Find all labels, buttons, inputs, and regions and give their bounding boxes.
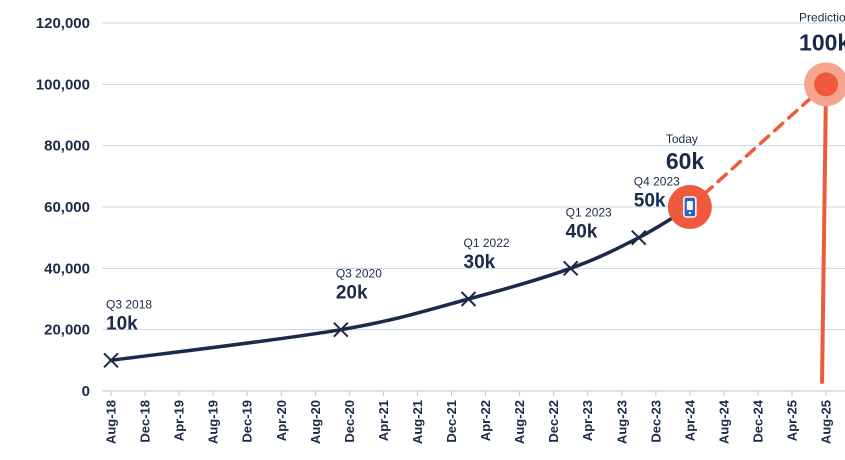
milestone-cross-marker [103,352,119,369]
x-tick-label: Apr-24 [682,399,697,441]
x-tick-label: Aug-25 [819,400,834,444]
y-tick-label: 0 [82,383,90,400]
x-tick-label: Aug-23 [614,400,629,444]
milestone-cross-marker [460,291,477,307]
y-tick-label: 120,000 [36,15,90,32]
x-tick-label: Dec-19 [240,400,255,443]
milestone-value-label: 60k [666,148,705,174]
milestone-value-label: 10k [106,313,138,334]
x-tick-label: Apr-25 [785,400,800,441]
milestone-value-label: 100k [799,29,845,55]
x-tick-label: Apr-23 [580,400,595,441]
milestone-period-label: Today [666,132,698,146]
phone-icon [683,196,697,218]
x-axis: Aug-18 Dec-18 Apr-19 Aug-19 Dec-19 Apr-20 Aug-… [104,391,834,444]
prediction-series-line [688,82,828,209]
x-tick-label: Apr-21 [376,400,391,441]
x-tick-label: Dec-21 [444,400,459,443]
milestone-value-label: 20k [336,283,368,304]
y-tick-label: 100,000 [36,76,90,93]
x-tick-label: Dec-22 [546,400,561,443]
x-tick-label: Apr-19 [172,400,187,441]
actual-series-line [109,205,692,363]
milestone-value-label: 50k [634,191,666,212]
milestone-cross-marker [333,321,349,338]
x-tick-label: Aug-24 [716,399,731,444]
x-tick-label: Aug-19 [206,400,221,444]
milestone-period-label: Q1 2023 [566,205,612,219]
milestone-period-label: Q4 2023 [634,175,680,189]
today-marker [667,185,712,229]
milestone-period-label: Q3 2020 [336,267,382,281]
x-tick-label: Aug-20 [308,400,323,444]
milestone-period-label: Prediction [799,10,845,24]
prediction-marker [804,62,845,107]
x-tick-label: Dec-23 [648,400,663,443]
milestone-cross-marker [631,229,647,246]
x-tick-label: Apr-20 [274,400,289,441]
annotation-layer: Q3 2018 10k Q3 2020 20k Q1 2022 30k Q1 2023 40k… [106,10,845,334]
y-tick-label: 20,000 [44,322,90,339]
y-tick-label: 60,000 [44,199,90,216]
milestone-period-label: Q1 2022 [464,236,510,250]
x-tick-label: Aug-18 [104,400,119,444]
prediction-drop-line [820,82,829,384]
y-tick-label: 40,000 [44,260,90,277]
milestone-cross-marker [562,260,579,277]
milestone-period-label: Q3 2018 [106,297,152,311]
x-tick-label: Aug-22 [512,400,527,444]
x-tick-label: Dec-20 [342,400,357,443]
grid-lines [102,22,845,392]
milestone-value-label: 40k [566,221,598,242]
x-tick-label: Apr-22 [478,400,493,441]
milestone-value-label: 30k [464,252,496,273]
y-axis: 0 20,000 40,000 60,000 80,000 100,000 120,000 [36,15,90,400]
x-tick-label: Dec-18 [138,400,153,443]
series-layer [109,82,829,384]
x-tick-label: Aug-21 [410,400,425,444]
y-tick-label: 80,000 [44,138,90,155]
marker-layer [103,62,845,369]
x-tick-label: Dec-24 [750,399,765,442]
